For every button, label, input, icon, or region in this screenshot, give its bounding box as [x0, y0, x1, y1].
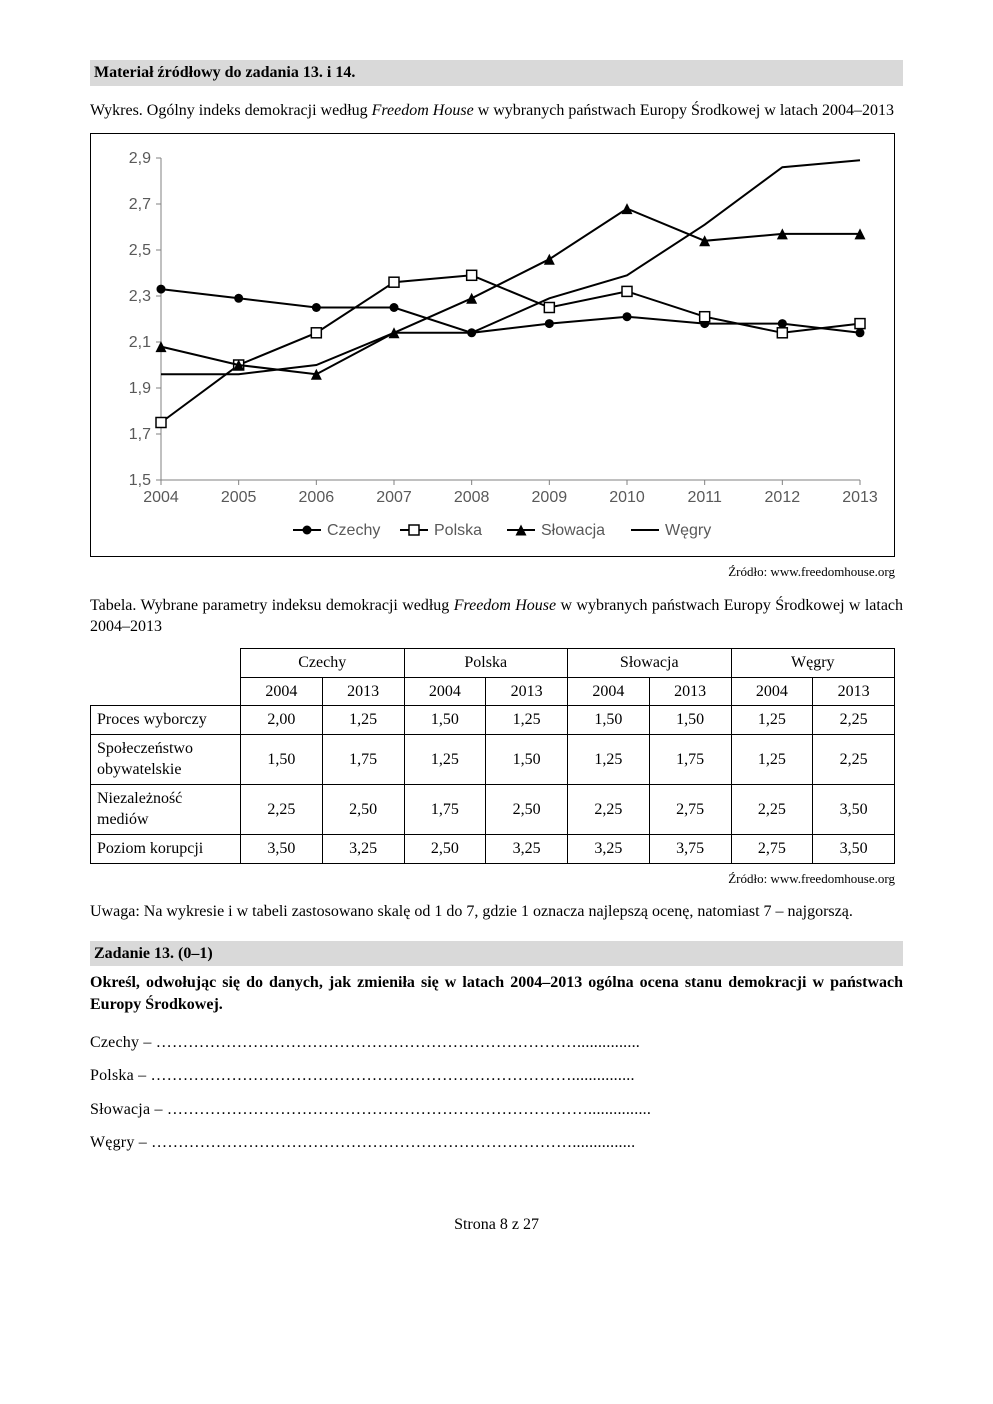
svg-text:2,5: 2,5	[129, 242, 151, 259]
table-cell: 3,75	[649, 835, 731, 864]
table-intro-italic: Freedom House	[454, 597, 556, 614]
svg-text:2013: 2013	[842, 489, 878, 506]
chart-intro-prefix: Wykres. Ogólny indeks demokracji według	[90, 102, 372, 119]
table-cell: 3,25	[486, 835, 568, 864]
table-cell: 1,25	[404, 734, 486, 784]
svg-text:2,9: 2,9	[129, 150, 151, 167]
table-cell: 1,75	[404, 784, 486, 834]
answer-line: Słowacja – ……………………………………………………………………...…	[90, 1099, 903, 1121]
table-cell: 3,25	[322, 835, 404, 864]
table-cell: 1,25	[486, 706, 568, 735]
scale-note: Uwaga: Na wykresie i w tabeli zastosowan…	[90, 901, 903, 923]
table-cell: 2,50	[404, 835, 486, 864]
table-cell: 2,25	[813, 706, 895, 735]
col-year: 2004	[568, 677, 650, 706]
answer-line: Polska – …………………………………………………………………….....…	[90, 1065, 903, 1087]
table-cell: 1,25	[731, 734, 813, 784]
table-cell: 2,25	[241, 784, 323, 834]
table-header-row-1: Czechy Polska Słowacja Węgry	[91, 648, 895, 677]
col-year: 2013	[813, 677, 895, 706]
table-cell: 1,50	[568, 706, 650, 735]
table-row: Niezależność mediów2,252,501,752,502,252…	[91, 784, 895, 834]
table-source: Źródło: www.freedomhouse.org	[90, 870, 895, 888]
svg-text:2012: 2012	[765, 489, 801, 506]
table-cell: 2,50	[486, 784, 568, 834]
svg-text:Słowacja: Słowacja	[541, 522, 605, 539]
table-cell: 2,75	[731, 835, 813, 864]
svg-text:1,5: 1,5	[129, 472, 151, 489]
row-label: Proces wyborczy	[91, 706, 241, 735]
answer-line: Węgry – ……………………………………………………………………......…	[90, 1132, 903, 1154]
svg-text:2006: 2006	[299, 489, 335, 506]
chart-intro: Wykres. Ogólny indeks demokracji według …	[90, 100, 903, 122]
svg-text:2009: 2009	[532, 489, 568, 506]
chart-container: 1,5 1,7 1,9 2,1 2,3 2,5 2,7 2,9 2004 2005 2006 2007…	[90, 133, 895, 557]
table-cell: 1,50	[649, 706, 731, 735]
row-label: Poziom korupcji	[91, 835, 241, 864]
col-country: Słowacja	[568, 648, 732, 677]
col-year: 2004	[241, 677, 323, 706]
col-country: Czechy	[241, 648, 405, 677]
table-cell: 1,50	[404, 706, 486, 735]
svg-text:2,1: 2,1	[129, 334, 151, 351]
table-cell: 1,50	[486, 734, 568, 784]
answer-line: Czechy – …………………………………………………………………….....…	[90, 1032, 903, 1054]
svg-text:Węgry: Węgry	[665, 522, 711, 539]
table-cell: 2,00	[241, 706, 323, 735]
table-intro-prefix: Tabela. Wybrane parametry indeksu demokr…	[90, 597, 454, 614]
svg-text:2011: 2011	[687, 489, 722, 506]
table-cell: 2,25	[731, 784, 813, 834]
material-header: Materiał źródłowy do zadania 13. i 14.	[90, 60, 903, 86]
table-cell: 2,50	[322, 784, 404, 834]
table-cell: 1,25	[568, 734, 650, 784]
svg-text:2005: 2005	[221, 489, 257, 506]
col-year: 2013	[322, 677, 404, 706]
task-header: Zadanie 13. (0–1)	[90, 941, 903, 967]
col-country: Polska	[404, 648, 568, 677]
col-year: 2004	[731, 677, 813, 706]
table-row: Poziom korupcji3,503,252,503,253,253,752…	[91, 835, 895, 864]
task-text: Określ, odwołując się do danych, jak zmi…	[90, 972, 903, 1015]
table-cell: 3,50	[813, 835, 895, 864]
col-year: 2013	[486, 677, 568, 706]
row-label: Niezależność mediów	[91, 784, 241, 834]
svg-text:2008: 2008	[454, 489, 490, 506]
table-cell: 2,25	[813, 734, 895, 784]
chart-intro-italic: Freedom House	[372, 102, 474, 119]
col-year: 2013	[649, 677, 731, 706]
data-table: Czechy Polska Słowacja Węgry 2004 2013 2…	[90, 648, 895, 864]
table-cell: 1,25	[731, 706, 813, 735]
svg-text:Polska: Polska	[434, 522, 482, 539]
answer-lines: Czechy – …………………………………………………………………….....…	[90, 1032, 903, 1154]
line-chart: 1,5 1,7 1,9 2,1 2,3 2,5 2,7 2,9 2004 2005 2006 2007…	[103, 148, 878, 548]
svg-text:1,7: 1,7	[129, 426, 151, 443]
table-cell: 1,75	[322, 734, 404, 784]
chart-intro-suffix: w wybranych państwach Europy Środkowej w…	[474, 102, 894, 119]
svg-text:2,3: 2,3	[129, 288, 151, 305]
svg-text:2010: 2010	[609, 489, 645, 506]
svg-text:2,7: 2,7	[129, 196, 151, 213]
table-cell: 2,25	[568, 784, 650, 834]
col-country: Węgry	[731, 648, 895, 677]
table-cell: 3,50	[813, 784, 895, 834]
row-label: Społeczeństwo obywatelskie	[91, 734, 241, 784]
svg-text:2004: 2004	[143, 489, 179, 506]
svg-text:2007: 2007	[376, 489, 412, 506]
table-cell: 1,75	[649, 734, 731, 784]
table-cell: 3,25	[568, 835, 650, 864]
table-cell: 2,75	[649, 784, 731, 834]
table-cell: 1,50	[241, 734, 323, 784]
table-row: Proces wyborczy2,001,251,501,251,501,501…	[91, 706, 895, 735]
table-intro: Tabela. Wybrane parametry indeksu demokr…	[90, 595, 903, 638]
svg-text:Czechy: Czechy	[327, 522, 380, 539]
table-cell: 1,25	[322, 706, 404, 735]
svg-text:1,9: 1,9	[129, 380, 151, 397]
table-cell: 3,50	[241, 835, 323, 864]
table-row: Społeczeństwo obywatelskie1,501,751,251,…	[91, 734, 895, 784]
page-footer: Strona 8 z 27	[90, 1214, 903, 1236]
chart-source: Źródło: www.freedomhouse.org	[90, 563, 895, 581]
col-year: 2004	[404, 677, 486, 706]
